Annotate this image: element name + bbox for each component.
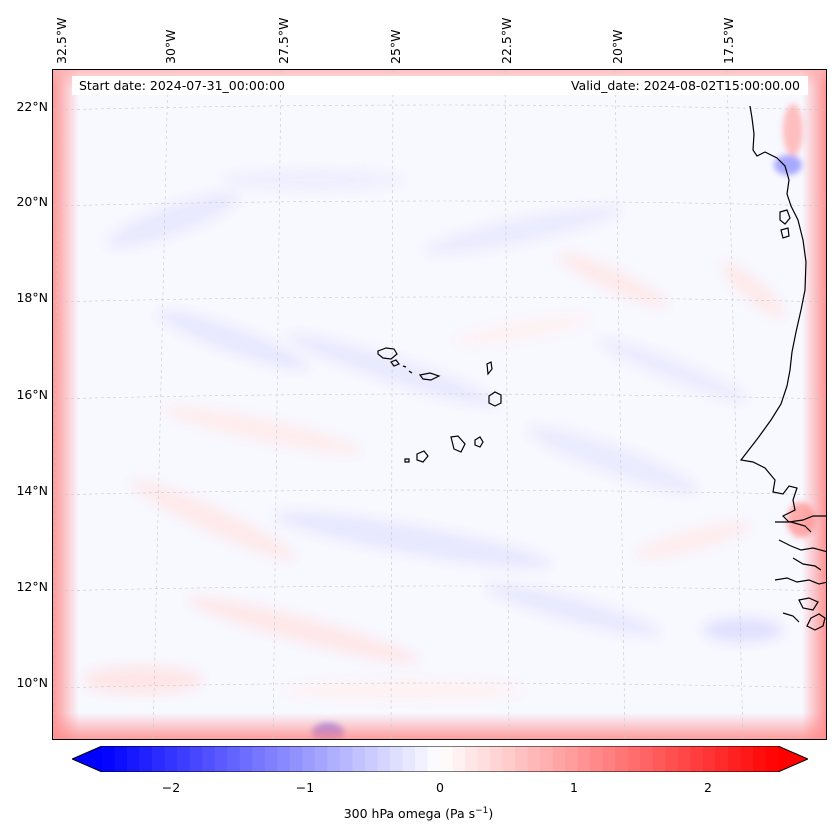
colorbar-cell xyxy=(515,746,529,772)
colorbar-label-text: 300 hPa omega (Pa s xyxy=(343,806,476,822)
colorbar-tick-0: 0 xyxy=(436,780,444,795)
colorbar-cell xyxy=(227,746,241,772)
colorbar-cell xyxy=(314,746,328,772)
lat-label-16n: 16°N xyxy=(16,387,48,402)
colorbar-cell xyxy=(627,746,641,772)
colorbar-cell xyxy=(577,746,591,772)
lon-label-32-5w: 32.5°W xyxy=(54,17,69,64)
colorbar-cell xyxy=(264,746,278,772)
colorbar-cell xyxy=(652,746,666,772)
colorbar-cell xyxy=(327,746,341,772)
lat-label-12n: 12°N xyxy=(16,579,48,594)
colorbar-cell xyxy=(590,746,604,772)
colorbar-tick-minus-1: −1 xyxy=(295,780,315,795)
colorbar-cell xyxy=(440,746,454,772)
colorbar-cells xyxy=(72,746,808,772)
lon-label-30w: 30°W xyxy=(163,29,178,64)
colorbar-cell xyxy=(189,746,203,772)
header-strip xyxy=(72,76,808,95)
colorbar-cell xyxy=(752,746,767,772)
colorbar-cell xyxy=(740,746,754,772)
colorbar-tick-1: 1 xyxy=(570,780,578,795)
lon-label-25w: 25°W xyxy=(388,29,403,64)
colorbar-cell xyxy=(490,746,504,772)
start-date-label: Start date: 2024-07-31_00:00:00 xyxy=(79,78,285,93)
colorbar-cell xyxy=(364,746,379,772)
lat-label-18n: 18°N xyxy=(16,290,48,305)
colorbar-cell xyxy=(677,746,691,772)
boundary-zone xyxy=(53,70,826,739)
colorbar-cell xyxy=(465,746,479,772)
colorbar-cell xyxy=(139,746,153,772)
colorbar-cell xyxy=(177,746,191,772)
colorbar-cell xyxy=(402,746,416,772)
colorbar-tick-2: 2 xyxy=(704,780,712,795)
colorbar-cell xyxy=(114,746,128,772)
cape-verde-islands xyxy=(377,347,502,463)
colorbar-cell xyxy=(565,746,579,772)
colorbar-cell xyxy=(102,746,116,772)
colorbar-cell xyxy=(452,746,466,772)
lon-label-27-5w: 27.5°W xyxy=(276,17,291,64)
colorbar-extend-min xyxy=(72,746,102,772)
colorbar-cell xyxy=(389,746,404,772)
colorbar-cell xyxy=(214,746,228,772)
colorbar-extend-max xyxy=(778,746,808,772)
colorbar-cell xyxy=(527,746,541,772)
omega-field-map xyxy=(53,70,826,739)
colorbar-cell xyxy=(164,746,178,772)
colorbar-cell xyxy=(702,746,717,772)
colorbar-cell xyxy=(302,746,316,772)
colorbar-cell xyxy=(715,746,729,772)
lon-label-17-5w: 17.5°W xyxy=(721,17,736,64)
colorbar-cell xyxy=(277,746,291,772)
colorbar-cell xyxy=(615,746,629,772)
colorbar-label-close: ) xyxy=(488,806,494,822)
colorbar-cell xyxy=(339,746,353,772)
omega-field-pattern xyxy=(83,104,815,739)
colorbar-tick-minus-2: −2 xyxy=(161,780,181,795)
colorbar-label-exponent: −1 xyxy=(475,806,489,816)
lat-label-22n: 22°N xyxy=(16,99,48,114)
colorbar-cell xyxy=(765,746,779,772)
lon-label-20w: 20°W xyxy=(610,29,625,64)
colorbar-cell xyxy=(377,746,391,772)
colorbar-cell xyxy=(427,746,441,772)
colorbar-cell xyxy=(152,746,166,772)
lat-label-10n: 10°N xyxy=(16,675,48,690)
lon-label-22-5w: 22.5°W xyxy=(499,17,514,64)
colorbar-cell xyxy=(727,746,742,772)
colorbar-cell xyxy=(252,746,266,772)
graticule xyxy=(53,70,826,739)
colorbar-cell xyxy=(352,746,366,772)
colorbar-cell xyxy=(690,746,704,772)
map-panel xyxy=(52,69,827,740)
colorbar-cell xyxy=(289,746,303,772)
colorbar-label: 300 hPa omega (Pa s−1) xyxy=(0,806,837,821)
colorbar-cell xyxy=(640,746,654,772)
colorbar-cell xyxy=(127,746,141,772)
colorbar xyxy=(72,746,808,772)
colorbar-cell xyxy=(202,746,216,772)
colorbar-cell xyxy=(540,746,554,772)
colorbar-cell xyxy=(239,746,253,772)
colorbar-cell xyxy=(552,746,566,772)
lat-label-14n: 14°N xyxy=(16,483,48,498)
colorbar-cell xyxy=(502,746,516,772)
lat-label-20n: 20°N xyxy=(16,194,48,209)
colorbar-cell xyxy=(477,746,491,772)
colorbar-cell xyxy=(665,746,679,772)
colorbar-cell xyxy=(602,746,616,772)
valid-date-label: Valid_date: 2024-08-02T15:00:00.00 xyxy=(570,78,800,93)
colorbar-cell xyxy=(414,746,429,772)
african-coastline xyxy=(739,105,826,631)
